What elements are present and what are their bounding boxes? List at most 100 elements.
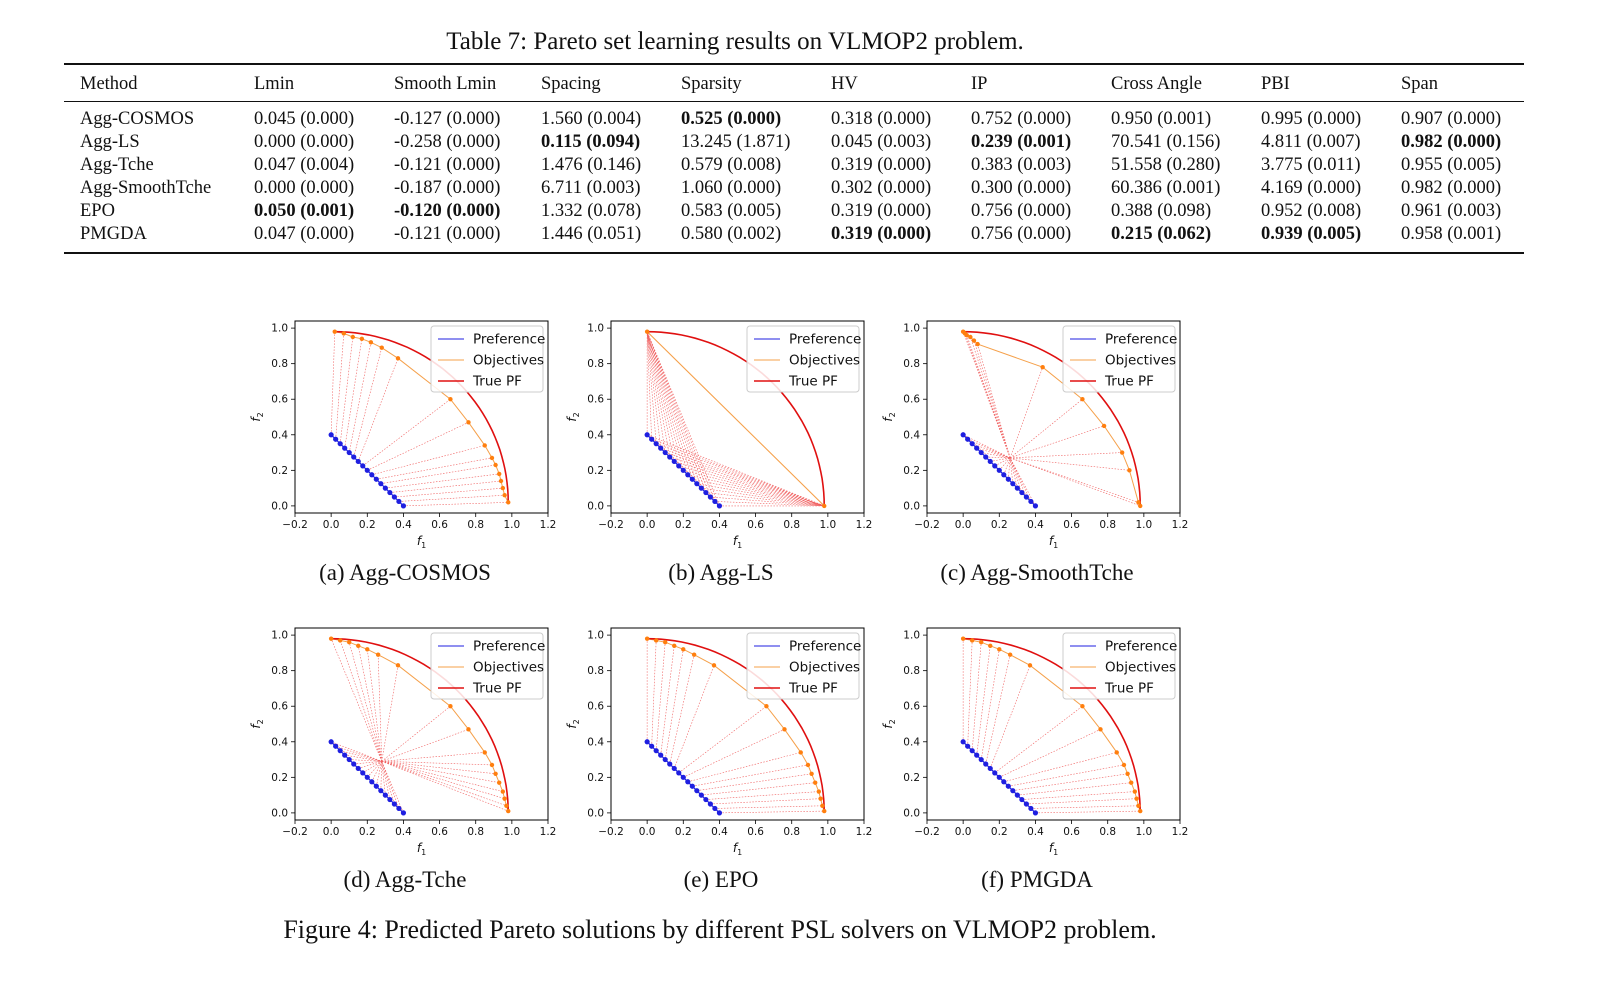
- solution-point: [502, 796, 507, 801]
- preference-point: [1014, 792, 1020, 798]
- preference-point: [400, 810, 407, 816]
- mapping-line: [646, 331, 666, 453]
- value-cell: 0.756 (0.000): [971, 201, 1072, 221]
- solution-point: [482, 750, 487, 755]
- solution-point: [653, 638, 659, 643]
- preference-point: [974, 445, 980, 451]
- solution-point: [644, 636, 650, 641]
- mapping-line: [358, 761, 382, 769]
- y-tick-label: 0.2: [271, 465, 288, 477]
- mapping-line: [646, 331, 707, 493]
- mapping-line: [381, 761, 400, 809]
- y-tick-label: 0.6: [587, 701, 604, 713]
- header-cell: Lmin: [254, 74, 295, 94]
- y-tick-label: 1.0: [903, 630, 920, 642]
- solution-point: [365, 647, 370, 652]
- legend: Preference Objectives True PF: [430, 325, 545, 393]
- mapping-line: [999, 729, 1101, 778]
- mapping-line: [669, 654, 695, 765]
- legend-label: Preference: [473, 332, 545, 348]
- y-tick-label: 0.4: [903, 429, 920, 441]
- preference-point: [649, 743, 655, 749]
- x-tick-label: −0.2: [598, 519, 624, 531]
- mapping-line: [371, 761, 383, 782]
- mapping-line: [381, 705, 451, 762]
- x-tick-label: 0.2: [991, 519, 1008, 531]
- mapping-line: [985, 456, 1011, 459]
- y-tick-label: 0.8: [587, 665, 604, 677]
- value-cell: 0.525 (0.000): [681, 109, 782, 129]
- mapping-line: [976, 645, 991, 756]
- solution-point: [1114, 750, 1119, 755]
- solution-point: [681, 647, 686, 652]
- plot-svg: −0.2 0.0 0.2 0.4 0.6 0.8 1.0 1.2 0.0 0.2 0.4 0.6 0.8…: [881, 627, 1188, 857]
- preference-point: [1028, 805, 1034, 812]
- preference-point: [965, 743, 971, 749]
- header-cell: Smooth Lmin: [394, 74, 497, 94]
- preference-point: [1001, 472, 1007, 478]
- mapping-line: [349, 759, 382, 762]
- mapping-line: [665, 452, 825, 507]
- mapping-line: [381, 761, 500, 783]
- mapping-line: [646, 331, 720, 507]
- preference-point: [662, 449, 668, 456]
- mapping-line: [381, 729, 469, 762]
- solution-point: [805, 762, 811, 768]
- value-cell: 0.045 (0.003): [831, 132, 932, 152]
- y-tick-label: 1.0: [271, 630, 288, 642]
- header-cell: Sparsity: [681, 74, 742, 94]
- x-tick-label: 0.6: [431, 826, 448, 838]
- mapping-line: [647, 434, 825, 507]
- mapping-line: [381, 761, 492, 766]
- value-cell: 0.215 (0.062): [1111, 224, 1212, 244]
- preference-point: [1023, 801, 1029, 807]
- mapping-line: [1010, 452, 1123, 459]
- preference-point: [373, 476, 379, 482]
- mapping-line: [1009, 367, 1043, 458]
- value-cell: 60.386 (0.001): [1111, 178, 1221, 198]
- solution-point: [809, 771, 814, 776]
- preference-point: [969, 441, 975, 447]
- y-tick-label: 0.0: [587, 807, 604, 819]
- preference-point: [694, 481, 700, 487]
- x-tick-label: −0.2: [282, 519, 308, 531]
- value-cell: 0.752 (0.000): [971, 109, 1072, 129]
- preference-point: [703, 796, 709, 803]
- header-cell: IP: [971, 74, 988, 94]
- mapping-line: [660, 447, 825, 507]
- solution-point: [818, 796, 823, 801]
- legend-label: True PF: [472, 681, 522, 697]
- mapping-line: [678, 705, 767, 774]
- preference-point: [346, 449, 352, 456]
- y-tick-label: 0.8: [903, 358, 920, 370]
- mapping-line: [655, 642, 666, 751]
- preference-point: [996, 467, 1002, 473]
- solution-point: [379, 345, 384, 350]
- solution-point: [960, 636, 966, 641]
- results-table: Method Lmin Smooth Lmin Spacing Sparsity…: [64, 63, 1524, 254]
- mapping-lines: [646, 638, 825, 814]
- subfigure-caption: (e) EPO: [683, 867, 759, 892]
- mapping-line: [705, 492, 825, 507]
- mapping-line: [683, 729, 785, 778]
- value-cell: 0.388 (0.098): [1111, 201, 1212, 221]
- mapping-lines: [330, 638, 509, 814]
- legend-box: [746, 632, 860, 700]
- x-tick-label: 0.6: [747, 826, 764, 838]
- preference-point: [396, 805, 402, 812]
- mapping-line: [714, 501, 825, 507]
- solution-point: [341, 331, 346, 336]
- mapping-line: [710, 798, 821, 805]
- y-tick-label: 0.4: [271, 429, 288, 441]
- solution-point: [506, 500, 511, 505]
- preference-point: [987, 765, 993, 772]
- solution-point: [375, 652, 381, 657]
- mapping-line: [348, 642, 383, 762]
- mapping-line: [381, 761, 496, 775]
- solution-point: [968, 334, 973, 340]
- preference-point: [653, 748, 659, 754]
- mapping-line: [692, 478, 825, 507]
- mapping-line: [646, 331, 657, 444]
- y-axis-label: f2: [249, 412, 265, 421]
- x-tick-label: 1.2: [856, 826, 873, 838]
